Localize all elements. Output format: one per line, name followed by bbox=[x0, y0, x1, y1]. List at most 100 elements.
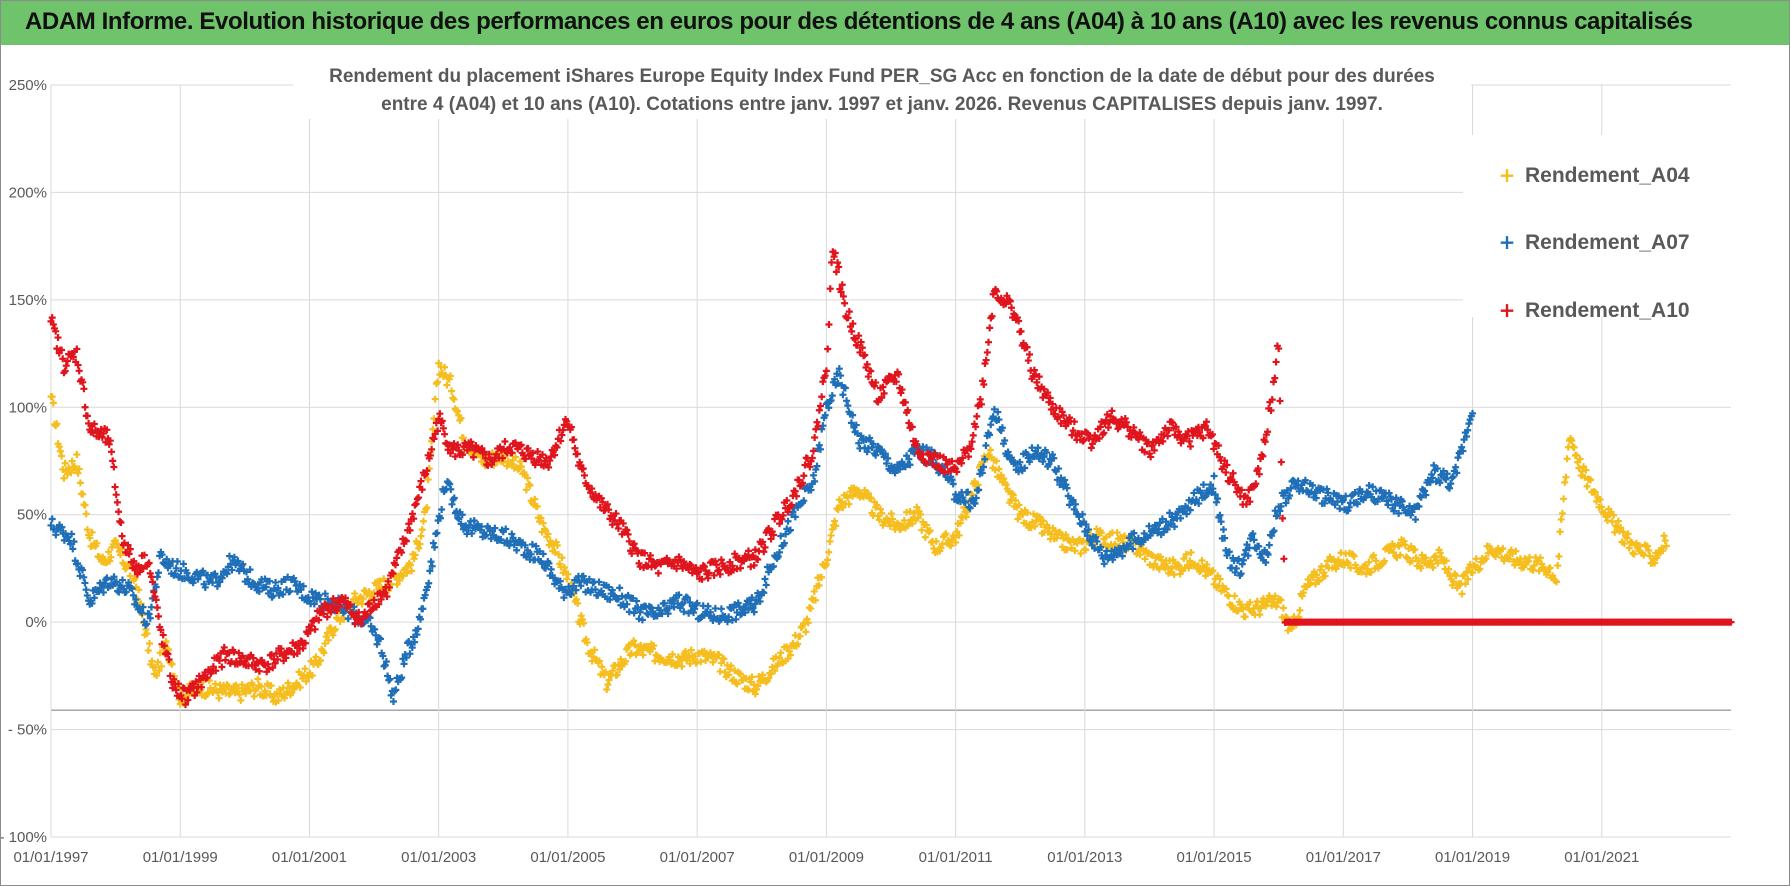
data-point-rendement-a07 bbox=[183, 569, 191, 577]
data-point-rendement-a07 bbox=[605, 583, 613, 591]
data-point-rendement-a10 bbox=[106, 437, 114, 445]
data-point-rendement-a07 bbox=[1265, 541, 1273, 549]
data-point-rendement-a07 bbox=[751, 600, 759, 608]
data-point-rendement-a04 bbox=[516, 458, 524, 466]
data-point-rendement-a07 bbox=[837, 372, 845, 380]
data-point-rendement-a07 bbox=[454, 514, 462, 522]
data-point-rendement-a07 bbox=[292, 581, 300, 589]
data-point-rendement-a10 bbox=[848, 327, 856, 335]
data-point-rendement-a04 bbox=[517, 463, 525, 471]
data-point-rendement-a10 bbox=[1202, 418, 1210, 426]
data-point-rendement-a10 bbox=[1272, 358, 1280, 366]
data-point-rendement-a04 bbox=[324, 636, 332, 644]
data-point-rendement-a10 bbox=[451, 453, 459, 461]
data-point-rendement-a04 bbox=[877, 505, 884, 513]
data-point-rendement-a07 bbox=[1081, 527, 1089, 535]
data-point-rendement-a10 bbox=[776, 520, 784, 528]
data-point-rendement-a07 bbox=[994, 408, 1002, 416]
data-point-rendement-a07 bbox=[386, 675, 394, 683]
data-point-rendement-a07 bbox=[868, 443, 876, 451]
data-point-rendement-a04 bbox=[254, 675, 262, 683]
chart-title-line1: Rendement du placement iShares Europe Eq… bbox=[329, 66, 1435, 87]
data-point-rendement-a10 bbox=[1044, 389, 1052, 397]
data-point-rendement-a10 bbox=[979, 377, 987, 385]
data-point-rendement-a10 bbox=[136, 568, 144, 576]
data-point-rendement-a10 bbox=[663, 554, 671, 562]
data-point-rendement-a07 bbox=[391, 687, 399, 695]
data-point-rendement-a07 bbox=[1286, 492, 1294, 500]
data-point-rendement-a04 bbox=[1452, 572, 1460, 580]
data-point-rendement-a07 bbox=[1231, 568, 1239, 576]
data-point-rendement-a10 bbox=[919, 451, 927, 459]
data-point-rendement-a10 bbox=[811, 433, 819, 441]
data-point-rendement-a07 bbox=[372, 631, 380, 639]
data-point-rendement-a10 bbox=[1159, 437, 1167, 445]
data-point-rendement-a10 bbox=[817, 402, 825, 410]
data-point-rendement-a07 bbox=[216, 578, 224, 586]
data-point-rendement-a07 bbox=[1021, 464, 1029, 472]
data-point-rendement-a04 bbox=[1357, 568, 1365, 576]
data-point-rendement-a10 bbox=[69, 353, 77, 361]
data-point-rendement-a10 bbox=[963, 446, 971, 454]
data-point-rendement-a07 bbox=[83, 591, 91, 599]
data-point-rendement-a04 bbox=[399, 572, 407, 580]
data-point-rendement-a07 bbox=[199, 567, 207, 575]
data-point-rendement-a04 bbox=[49, 399, 57, 407]
data-point-rendement-a04 bbox=[296, 683, 304, 691]
data-point-rendement-a04 bbox=[744, 686, 752, 694]
data-point-rendement-a07 bbox=[636, 608, 644, 616]
data-point-rendement-a04 bbox=[418, 526, 426, 534]
data-point-rendement-a04 bbox=[1645, 547, 1653, 555]
data-point-rendement-a07 bbox=[299, 582, 307, 590]
data-point-rendement-a04 bbox=[411, 551, 419, 559]
data-point-rendement-a10 bbox=[854, 341, 862, 349]
data-point-rendement-a10 bbox=[813, 418, 821, 426]
data-point-rendement-a04 bbox=[1429, 564, 1437, 572]
data-point-rendement-a04 bbox=[1362, 570, 1370, 578]
data-point-rendement-a10 bbox=[993, 287, 1001, 295]
data-point-rendement-a07 bbox=[1084, 526, 1092, 534]
data-point-rendement-a04 bbox=[285, 684, 293, 692]
data-point-rendement-a07 bbox=[1277, 502, 1285, 510]
data-point-rendement-a07 bbox=[1083, 532, 1091, 540]
data-point-rendement-a07 bbox=[1294, 477, 1302, 485]
data-point-rendement-a07 bbox=[1427, 470, 1435, 478]
data-point-rendement-a10 bbox=[1268, 396, 1276, 404]
data-point-rendement-a10 bbox=[641, 549, 649, 557]
data-point-rendement-a04 bbox=[727, 662, 735, 670]
data-point-rendement-a07 bbox=[1421, 487, 1429, 495]
data-point-rendement-a10 bbox=[624, 530, 632, 538]
data-point-rendement-a04 bbox=[106, 557, 114, 565]
data-point-rendement-a07 bbox=[1307, 488, 1315, 496]
data-point-rendement-a07 bbox=[158, 551, 166, 559]
data-point-rendement-a04 bbox=[1315, 577, 1323, 585]
data-point-rendement-a04 bbox=[1314, 576, 1322, 584]
data-point-rendement-a07 bbox=[841, 384, 849, 392]
data-point-rendement-a10 bbox=[529, 449, 537, 457]
data-point-rendement-a10 bbox=[814, 422, 822, 430]
data-point-rendement-a07 bbox=[545, 559, 553, 567]
chart-title-line2: entre 4 (A04) et 10 ans (A10). Cotations… bbox=[381, 94, 1383, 115]
data-point-rendement-a10 bbox=[1101, 420, 1109, 428]
header-banner: ADAM Informe. Evolution historique des p… bbox=[1, 1, 1789, 45]
data-point-rendement-a10 bbox=[130, 557, 138, 565]
data-point-rendement-a04 bbox=[1394, 541, 1402, 549]
data-point-rendement-a10 bbox=[1150, 446, 1158, 454]
data-point-rendement-a07 bbox=[373, 640, 381, 648]
data-point-rendement-a07 bbox=[665, 604, 673, 612]
data-point-rendement-a04 bbox=[1170, 571, 1178, 579]
data-point-rendement-a07 bbox=[1362, 493, 1370, 501]
x-tick-label: 01/01/2011 bbox=[919, 849, 993, 866]
data-point-rendement-a07 bbox=[809, 471, 817, 479]
data-point-rendement-a04 bbox=[595, 657, 603, 665]
data-point-rendement-a07 bbox=[1004, 448, 1012, 456]
data-point-rendement-a07 bbox=[508, 530, 516, 538]
data-point-rendement-a07 bbox=[966, 504, 974, 512]
data-point-rendement-a10 bbox=[791, 487, 799, 495]
data-point-rendement-a04 bbox=[639, 651, 647, 659]
data-point-rendement-a07 bbox=[1383, 497, 1391, 505]
data-point-rendement-a07 bbox=[1453, 469, 1461, 477]
data-point-rendement-a07 bbox=[979, 463, 987, 471]
data-point-rendement-a10 bbox=[702, 567, 710, 575]
data-point-rendement-a04 bbox=[1417, 564, 1425, 572]
